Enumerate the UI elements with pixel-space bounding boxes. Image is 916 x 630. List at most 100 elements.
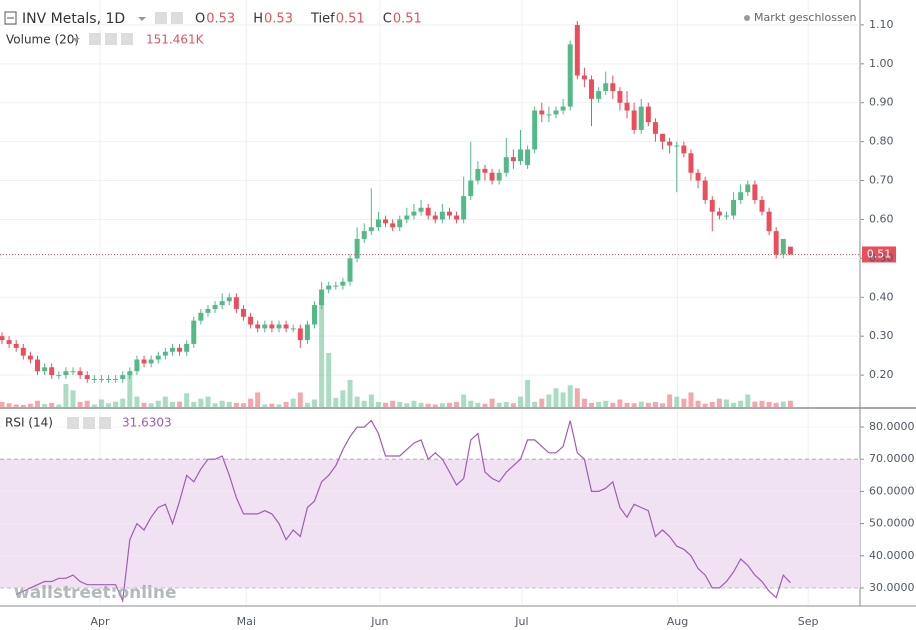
candle-body: [212, 305, 218, 309]
volume-bar: [262, 404, 268, 407]
volume-bar: [645, 402, 651, 407]
candle-body: [162, 351, 168, 356]
dropdown-icon[interactable]: [138, 17, 146, 21]
candle-body: [91, 378, 97, 380]
volume-bar: [375, 402, 381, 407]
settings-icon[interactable]: [67, 417, 79, 429]
volume-bar: [503, 402, 509, 407]
volume-bar: [766, 402, 772, 407]
volume-bar: [20, 404, 26, 407]
candle-body: [368, 227, 374, 232]
candle-body: [738, 192, 744, 200]
volume-bar: [596, 402, 602, 407]
candle-body: [759, 199, 765, 212]
candle-body: [375, 219, 381, 228]
dropdown-icon[interactable]: [72, 38, 80, 42]
candle-body: [581, 75, 587, 80]
y-tick-label: 0.80: [869, 135, 894, 148]
candle-body: [432, 215, 438, 220]
volume-bar: [326, 352, 332, 407]
candle-body: [525, 149, 531, 165]
settings-icon[interactable]: [155, 12, 167, 24]
candle-body: [262, 324, 268, 329]
candle-body: [510, 157, 516, 162]
candle-body: [177, 347, 183, 352]
candle-body: [98, 378, 104, 380]
volume-bar: [702, 403, 708, 407]
candle-body: [290, 328, 296, 330]
volume-bar: [461, 394, 467, 407]
volume-bar: [404, 403, 410, 407]
volume-bar: [198, 398, 204, 407]
candle-body: [198, 312, 204, 321]
volume-bar: [439, 403, 445, 407]
settings-icon[interactable]: [89, 33, 101, 45]
volume-bar: [446, 402, 452, 407]
candle-body: [709, 199, 715, 212]
y-tick-label: 0.90: [869, 96, 894, 109]
settings-icon[interactable]: [83, 417, 95, 429]
candle-body: [638, 106, 644, 130]
candle-body: [773, 231, 779, 255]
candle-body: [347, 258, 353, 282]
ohlc-value: 0.53: [206, 12, 235, 27]
volume-bar: [304, 402, 310, 407]
volume-bar: [63, 384, 69, 407]
volume-bar: [489, 398, 495, 407]
settings-icon[interactable]: [105, 33, 117, 45]
candle-body: [49, 367, 55, 376]
volume-bar: [745, 394, 751, 407]
volume-bar: [255, 392, 261, 407]
candle-body: [326, 285, 332, 290]
candle-body: [624, 102, 630, 111]
volume-bar: [546, 394, 552, 407]
volume-bar: [738, 400, 744, 407]
volume-bar: [354, 396, 360, 407]
settings-icon[interactable]: [99, 417, 111, 429]
candle-body: [681, 145, 687, 154]
last-price-label: 0.51: [867, 247, 892, 260]
volume-bar: [155, 400, 161, 407]
ohlc-label: O: [195, 12, 205, 27]
volume-title: Volume (20): [6, 33, 79, 47]
ohlc-value: 0.51: [393, 12, 422, 27]
candle-body: [127, 371, 133, 376]
candle-body: [304, 324, 310, 341]
volume-bar: [113, 401, 119, 407]
volume-bar: [226, 402, 232, 407]
settings-icon[interactable]: [121, 33, 133, 45]
candle-body: [695, 172, 701, 181]
candle-body: [787, 246, 793, 255]
x-tick-label: Aug: [667, 615, 688, 628]
volume-bar: [333, 397, 339, 407]
candle-body: [660, 133, 666, 142]
volume-bar: [454, 402, 460, 407]
candle-body: [617, 91, 623, 103]
volume-bar: [518, 396, 523, 407]
candle-body: [439, 211, 445, 220]
volume-bar: [205, 396, 211, 407]
volume-bar: [212, 403, 218, 407]
settings-icon[interactable]: [171, 12, 183, 24]
candle-body: [674, 145, 680, 147]
x-tick-label: Jul: [514, 615, 528, 628]
volume-bar: [716, 398, 722, 407]
candle-body: [361, 231, 367, 239]
volume-bar: [0, 402, 5, 407]
collapse-icon[interactable]: [4, 11, 17, 25]
volume-bar: [283, 402, 289, 407]
volume-bar: [752, 401, 758, 407]
volume-bar: [475, 402, 481, 407]
candle-body: [35, 359, 40, 372]
volume-bar: [397, 402, 403, 407]
candle-body: [518, 149, 523, 162]
volume-bar: [780, 401, 786, 407]
candle-body: [42, 367, 48, 372]
candle-body: [411, 211, 417, 216]
y-tick-label: 0.30: [869, 329, 894, 342]
candle-body: [56, 375, 62, 377]
x-tick-label: Apr: [90, 615, 110, 628]
volume-bar: [390, 400, 396, 407]
volume-bar: [169, 402, 175, 407]
